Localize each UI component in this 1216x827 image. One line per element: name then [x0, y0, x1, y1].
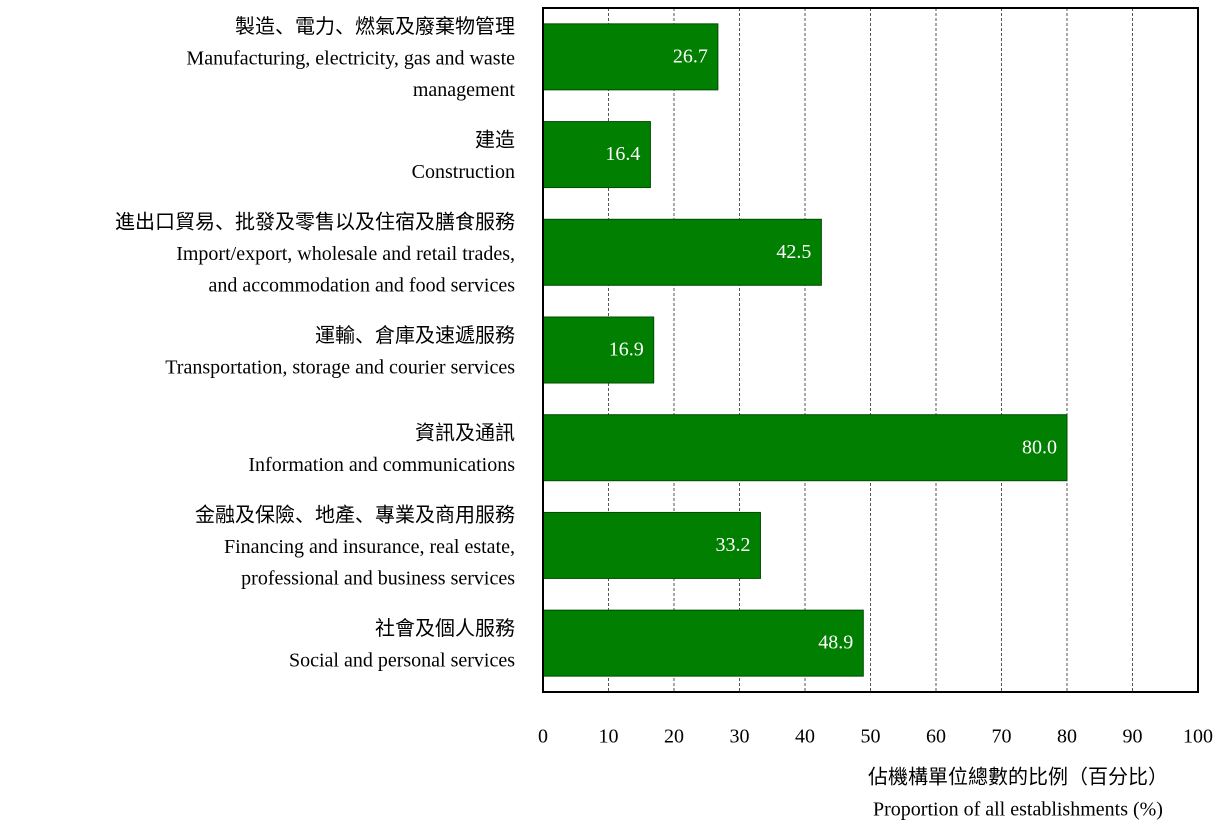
- category-label: 進出口貿易、批發及零售以及住宿及膳食服務: [115, 210, 515, 233]
- x-tick-label: 20: [664, 726, 684, 748]
- bar: [542, 609, 864, 677]
- category-label: 資訊及通訊: [415, 422, 515, 445]
- category-label: 金融及保險、地產、專業及商用服務: [195, 504, 515, 527]
- x-axis-label: Proportion of all establishments (%): [873, 799, 1163, 821]
- category-label: Manufacturing, electricity, gas and wast…: [186, 47, 515, 69]
- category-label: 運輸、倉庫及速遞服務: [315, 324, 515, 347]
- category-label: professional and business services: [241, 568, 515, 590]
- value-label: 48.9: [818, 632, 853, 654]
- category-label: Import/export, wholesale and retail trad…: [176, 243, 515, 265]
- x-tick-label: 0: [538, 726, 548, 748]
- category-label: Transportation, storage and courier serv…: [165, 356, 515, 378]
- bar: [542, 511, 761, 579]
- x-tick-label: 10: [599, 726, 619, 748]
- category-label: Construction: [412, 161, 515, 183]
- value-label: 33.2: [715, 534, 750, 556]
- category-label: Social and personal services: [289, 649, 515, 671]
- value-label: 16.4: [605, 143, 640, 165]
- bar: [542, 316, 655, 384]
- value-label: 42.5: [776, 241, 811, 263]
- value-label: 16.9: [609, 339, 644, 361]
- x-tick-label: 40: [795, 726, 815, 748]
- category-label: 社會及個人服務: [375, 617, 515, 640]
- x-tick-label: 80: [1057, 726, 1077, 748]
- category-label: and accommodation and food services: [208, 274, 515, 296]
- x-tick-label: 30: [730, 726, 750, 748]
- x-tick-label: 70: [992, 726, 1012, 748]
- x-tick-label: 50: [861, 726, 881, 748]
- x-tick-label: 100: [1183, 726, 1213, 748]
- category-label: management: [413, 79, 516, 101]
- category-label: Information and communications: [248, 454, 515, 476]
- bar: [542, 218, 822, 286]
- category-label: 建造: [475, 128, 515, 151]
- category-label: 製造、電力、燃氣及廢棄物管理: [235, 15, 515, 38]
- plot-frame: [542, 7, 1199, 693]
- x-tick-label: 90: [1123, 726, 1143, 748]
- value-label: 26.7: [673, 45, 708, 67]
- bar: [542, 23, 719, 91]
- x-axis-label: 佔機構單位總數的比例（百分比）: [868, 766, 1168, 789]
- category-label: Financing and insurance, real estate,: [224, 536, 515, 558]
- value-label: 80.0: [1022, 436, 1057, 458]
- x-tick-label: 60: [926, 726, 946, 748]
- bar: [542, 414, 1068, 482]
